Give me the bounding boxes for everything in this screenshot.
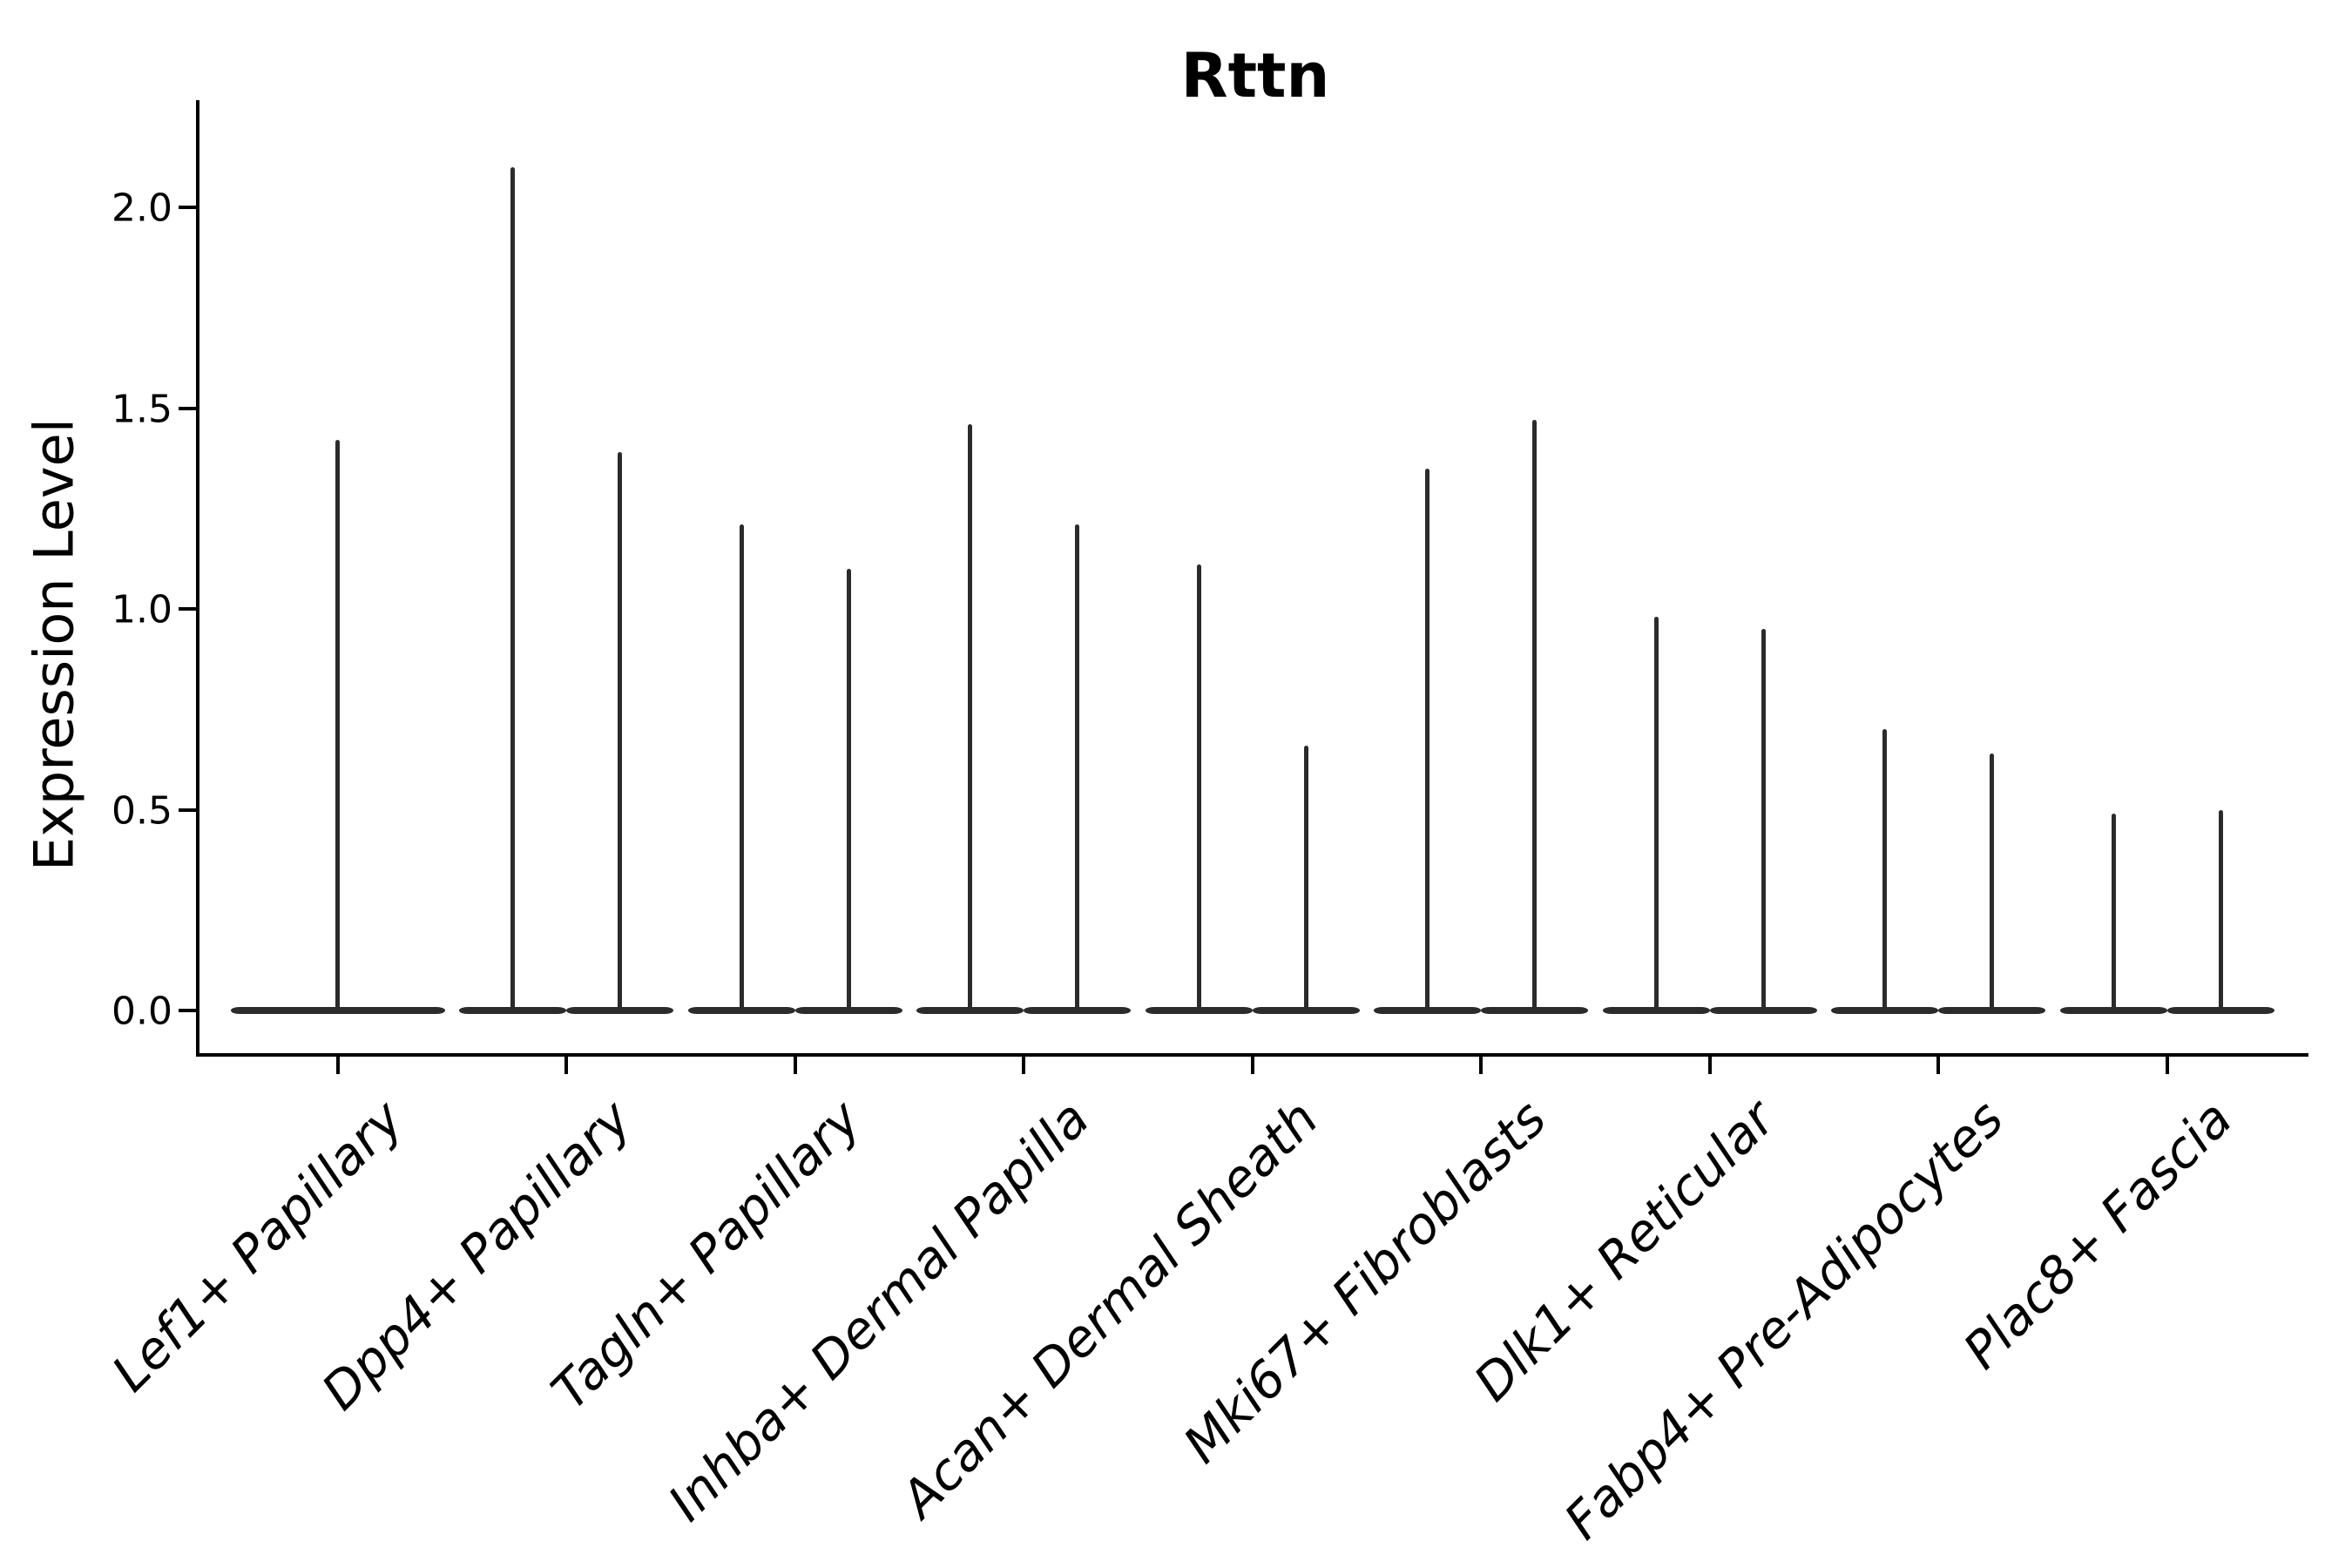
x-tick	[1250, 1057, 1254, 1074]
violin-spike	[739, 524, 744, 1009]
x-axis-spine	[196, 1053, 2308, 1057]
x-tick	[1479, 1057, 1483, 1074]
violin-baseline	[566, 1007, 673, 1014]
violin-spike	[968, 423, 972, 1009]
violin-baseline	[1602, 1007, 1710, 1014]
x-tick	[335, 1057, 340, 1074]
y-tick-label: 2.0	[112, 186, 172, 231]
violin-spike	[1653, 617, 1659, 1009]
y-tick-label: 0.5	[112, 788, 172, 833]
x-tick	[1022, 1057, 1025, 1074]
x-tick	[793, 1057, 797, 1074]
y-axis-label: Expression Level	[22, 418, 86, 871]
y-tick-label: 1.0	[112, 587, 172, 632]
violin-spike	[510, 166, 515, 1009]
violin-spike	[335, 440, 340, 1009]
violin-baseline	[2059, 1007, 2167, 1014]
violin-baseline	[1145, 1007, 1253, 1014]
x-tick	[2165, 1057, 2169, 1074]
y-tick-label: 0.0	[112, 989, 172, 1034]
violin-spike	[2218, 809, 2223, 1009]
y-tick	[179, 206, 196, 209]
y-tick	[179, 607, 196, 611]
violin-baseline	[1709, 1007, 1817, 1014]
x-tick	[564, 1057, 568, 1074]
x-tick	[1936, 1057, 1940, 1074]
violin-spike	[1196, 564, 1201, 1009]
violin-spike	[1761, 629, 1766, 1009]
y-axis-spine	[196, 100, 199, 1057]
violin-baseline	[687, 1007, 795, 1014]
violin-baseline	[794, 1007, 902, 1014]
violin-baseline	[916, 1007, 1024, 1014]
y-tick	[179, 406, 196, 410]
violin-spike	[618, 452, 622, 1009]
x-tick-label: Acan+ Dermal Sheath	[889, 1089, 1329, 1529]
violin-baseline	[1024, 1007, 1131, 1014]
x-tick-label: Fabp4+ Pre-Adipocytes	[1552, 1089, 2016, 1551]
violin-spike	[1882, 729, 1887, 1009]
violin-spike	[1075, 524, 1079, 1009]
violin-baseline	[459, 1007, 566, 1014]
violin-baseline	[2166, 1007, 2274, 1014]
violin-baseline	[230, 1007, 445, 1014]
violin-spike	[1425, 468, 1429, 1009]
violin-spike	[1532, 420, 1537, 1009]
y-tick	[179, 1009, 196, 1012]
violin-baseline	[1374, 1007, 1481, 1014]
violin-spike	[846, 568, 851, 1009]
violin-spike	[2111, 814, 2116, 1009]
violin-baseline	[1938, 1007, 2045, 1014]
x-tick-label: Inhba+ Dermal Papilla	[656, 1089, 1101, 1533]
y-tick	[179, 808, 196, 812]
violin-spike	[1303, 745, 1308, 1009]
violin-baseline	[1252, 1007, 1360, 1014]
x-tick	[1707, 1057, 1712, 1074]
chart-title: Rttn	[1180, 40, 1330, 112]
violin-baseline	[1831, 1007, 1938, 1014]
y-tick-label: 1.5	[112, 387, 172, 431]
violin-spike	[1990, 753, 1994, 1009]
violin-baseline	[1481, 1007, 1588, 1014]
